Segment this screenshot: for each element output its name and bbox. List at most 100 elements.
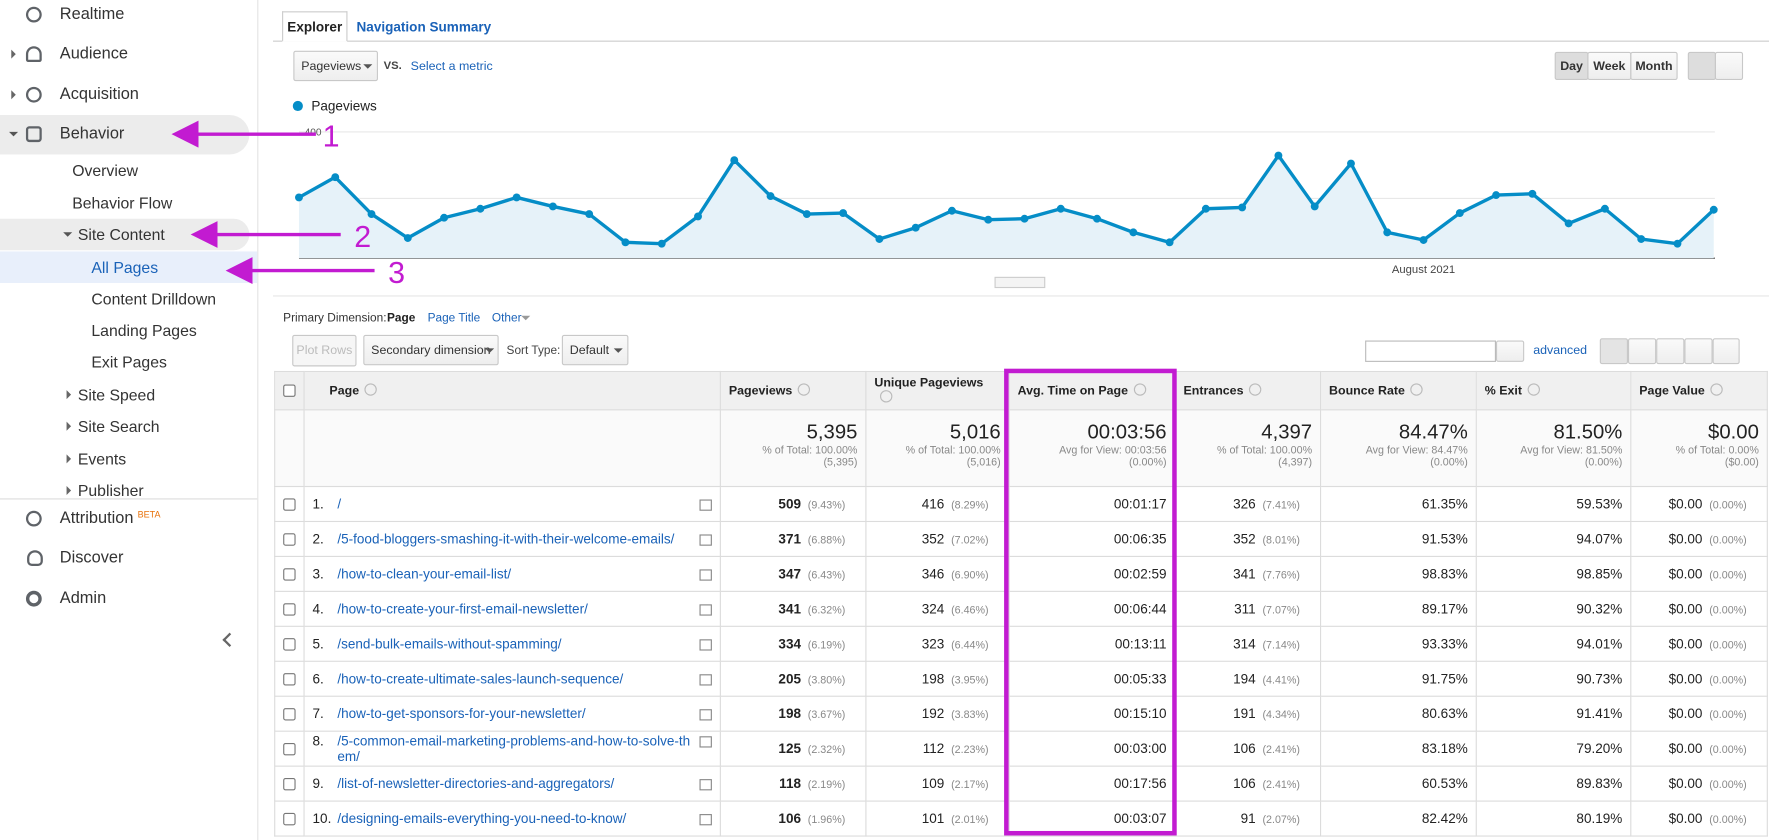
open-icon[interactable]	[699, 779, 712, 791]
nav-item[interactable]: Site Search	[77, 417, 160, 436]
page-link[interactable]: /how-to-clean-your-email-list/	[337, 566, 512, 582]
open-icon[interactable]	[699, 639, 712, 651]
nav-item[interactable]: Realtime	[59, 5, 125, 24]
nav-item[interactable]: Site Content	[77, 225, 165, 244]
select-metric[interactable]: Select a metric	[410, 59, 493, 74]
column-header[interactable]: Pageviews	[728, 384, 793, 399]
nav-item[interactable]: Overview	[72, 161, 139, 180]
nav-item[interactable]: Content Drilldown	[91, 289, 217, 308]
chart-type-button[interactable]	[1714, 51, 1744, 81]
metric-value: $0.00	[1668, 670, 1703, 687]
point	[694, 212, 702, 221]
dimension-option[interactable]: Page	[386, 311, 416, 325]
dimension-option[interactable]: Other	[491, 311, 522, 325]
column-header[interactable]: Bounce Rate	[1329, 384, 1405, 399]
page-link[interactable]: /how-to-get-sponsors-for-your-newsletter…	[337, 705, 586, 722]
area-fill	[298, 155, 1714, 259]
page-link[interactable]: /how-to-create-ultimate-sales-launch-seq…	[337, 670, 624, 687]
column-header[interactable]: Avg. Time on Page	[1017, 384, 1128, 399]
column-header[interactable]: Entrances	[1183, 384, 1244, 399]
tab[interactable]: Explorer	[282, 11, 348, 42]
page-link[interactable]: /	[337, 496, 342, 512]
nav-item[interactable]: Audience	[59, 45, 129, 64]
sort-select[interactable]: Default	[561, 334, 629, 366]
column-header[interactable]: Page	[329, 384, 360, 399]
view-button[interactable]	[1712, 338, 1740, 365]
open-icon[interactable]	[699, 604, 712, 616]
checkbox[interactable]	[283, 637, 296, 651]
nav-item[interactable]: Behavior	[59, 125, 125, 144]
nav-item[interactable]: Events	[77, 449, 127, 468]
plot-rows-button[interactable]: Plot Rows	[292, 334, 357, 367]
view-button[interactable]	[1627, 338, 1657, 365]
metric-cell: 59.53%	[1475, 485, 1632, 523]
search-button[interactable]	[1495, 340, 1525, 362]
column-header[interactable]: % Exit	[1484, 384, 1522, 399]
total-note: (5,395)	[823, 456, 858, 470]
nav-item[interactable]: Landing Pages	[91, 321, 197, 340]
secondary-dimension[interactable]: Secondary dimension	[363, 334, 499, 366]
advanced-link[interactable]: advanced	[1533, 343, 1588, 358]
checkbox[interactable]	[283, 742, 296, 755]
tab[interactable]: Navigation Summary	[356, 19, 492, 35]
metric-percent: (0.00%)	[1709, 604, 1747, 617]
checkbox[interactable]	[283, 707, 296, 720]
nav-item[interactable]: All Pages	[91, 258, 159, 277]
checkbox[interactable]	[283, 384, 296, 397]
metric-percent: (0.00%)	[1709, 744, 1747, 757]
checkbox[interactable]	[283, 672, 296, 685]
point	[984, 215, 993, 224]
column-header[interactable]: Unique Pageviews	[874, 376, 984, 391]
page-link[interactable]: /how-to-create-your-first-email-newslett…	[337, 600, 588, 617]
open-icon[interactable]	[699, 499, 712, 511]
nav-item[interactable]: Site Speed	[77, 385, 156, 404]
total-note: % of Total: 100.00%	[1216, 444, 1313, 457]
metric-percent: (6.43%)	[807, 569, 846, 582]
nav-item[interactable]: Admin	[59, 589, 107, 608]
checkbox[interactable]	[283, 497, 296, 511]
nav-item[interactable]: Discover	[59, 549, 124, 568]
open-icon[interactable]	[699, 569, 712, 581]
open-icon[interactable]	[699, 534, 712, 546]
checkbox[interactable]	[283, 602, 296, 616]
metric-cell: $0.00 (0.00%)	[1630, 555, 1768, 592]
nav-item[interactable]: Publisher	[77, 481, 144, 500]
page-link[interactable]: /5-common-email-marketing-problems-and-h…	[337, 732, 691, 765]
chart-type-button[interactable]	[1687, 51, 1716, 81]
period-button[interactable]: Day	[1554, 51, 1589, 81]
nav-item[interactable]: Behavior Flow	[72, 193, 173, 212]
chart-toggle[interactable]	[994, 276, 1046, 289]
search-input[interactable]	[1365, 340, 1496, 362]
data-row: 3. /how-to-clean-your-email-list/347 (6.43…	[274, 555, 1768, 592]
metric-cell: 94.07%	[1475, 520, 1632, 557]
metric-cell: 112 (2.23%)	[865, 730, 1010, 767]
metric-percent: (2.17%)	[951, 779, 989, 792]
period-button[interactable]: Month	[1630, 51, 1678, 81]
page-link[interactable]: /designing-emails-everything-you-need-to…	[337, 810, 627, 827]
point	[839, 209, 848, 218]
metric-value: 314	[1233, 635, 1256, 652]
nav-item[interactable]: Exit Pages	[91, 352, 167, 371]
total-note: Avg for View: 00:03:56	[1059, 444, 1167, 457]
dimension-option[interactable]: Page Title	[427, 311, 481, 325]
checkbox[interactable]	[283, 777, 296, 790]
open-icon[interactable]	[699, 674, 712, 686]
period-button[interactable]: Week	[1587, 51, 1632, 81]
open-icon[interactable]	[699, 709, 712, 721]
page-link[interactable]: /send-bulk-emails-without-spamming/	[337, 635, 562, 652]
column-header[interactable]: Page Value	[1639, 384, 1705, 399]
page-link[interactable]: /5-food-bloggers-smashing-it-with-their-…	[337, 531, 675, 547]
metric-value: $0.00	[1668, 635, 1703, 652]
open-icon[interactable]	[699, 814, 712, 826]
page-link[interactable]: /list-of-newsletter-directories-and-aggr…	[337, 775, 615, 792]
view-button[interactable]	[1599, 338, 1628, 365]
nav-item[interactable]: Acquisition	[59, 85, 139, 104]
view-button[interactable]	[1684, 338, 1713, 365]
checkbox[interactable]	[283, 812, 296, 825]
open-icon[interactable]	[699, 736, 712, 748]
nav-item[interactable]: Attribution	[59, 509, 134, 528]
checkbox[interactable]	[283, 567, 296, 581]
view-button[interactable]	[1656, 338, 1685, 365]
checkbox[interactable]	[283, 532, 296, 546]
